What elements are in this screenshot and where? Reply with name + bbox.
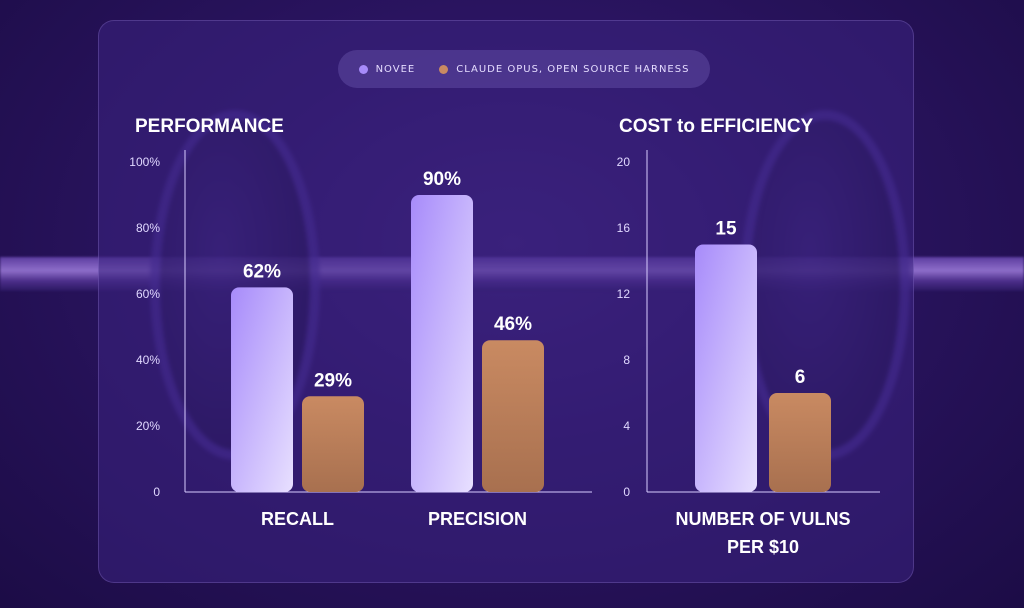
chart1-y-tick-label: 16 [617, 221, 631, 235]
chart0-bar-claude [302, 396, 364, 492]
chart0-category-label: PRECISION [428, 509, 527, 529]
legend-swatch-claude [439, 64, 449, 74]
chart1-y-tick-label: 4 [623, 419, 630, 433]
chart0-bar-value-label: 90% [423, 169, 461, 190]
chart0-y-tick-label: 60% [136, 287, 160, 301]
chart1-y-tick-label: 0 [623, 485, 630, 499]
chart0-bar-value-label: 62% [243, 261, 281, 282]
chart0-bar-value-label: 46% [494, 314, 532, 335]
cost-chart-title: COST to EFFICIENCY [619, 116, 814, 137]
chart0-bar-claude [482, 340, 544, 492]
chart1-category-label: PER $10 [727, 537, 799, 557]
chart0-y-tick-label: 20% [136, 419, 160, 433]
legend-item-novee: NOVEE [358, 63, 416, 75]
legend-item-claude: CLAUDE OPUS, OPEN SOURCE HARNESS [439, 64, 689, 75]
chart1-bar-value-label: 15 [715, 219, 737, 240]
chart1-bar-value-label: 6 [795, 367, 806, 388]
chart0-bar-value-label: 29% [314, 370, 352, 391]
chart0-y-tick-label: 100% [129, 155, 160, 169]
legend-label-claude: CLAUDE OPUS, OPEN SOURCE HARNESS [456, 63, 690, 75]
chart0-bar-novee [411, 195, 473, 492]
chart0-y-tick-label: 0 [153, 485, 160, 499]
legend-swatch-novee [358, 64, 368, 74]
chart1-y-tick-label: 8 [623, 353, 630, 367]
chart1-bar-claude [769, 393, 831, 492]
chart1-y-tick-label: 20 [617, 155, 631, 169]
chart0-category-label: RECALL [261, 509, 334, 529]
chart0-bar-novee [231, 287, 293, 492]
chart0-y-tick-label: 80% [136, 221, 160, 235]
chart1-bar-novee [695, 244, 757, 492]
performance-chart-title: PERFORMANCE [135, 116, 284, 137]
chart1-y-tick-label: 12 [617, 287, 631, 301]
legend-label-novee: NOVEE [375, 63, 416, 75]
legend: NOVEE CLAUDE OPUS, OPEN SOURCE HARNESS [338, 50, 710, 88]
chart1-category-label: NUMBER OF VULNS [676, 509, 851, 529]
chart0-y-tick-label: 40% [136, 353, 160, 367]
